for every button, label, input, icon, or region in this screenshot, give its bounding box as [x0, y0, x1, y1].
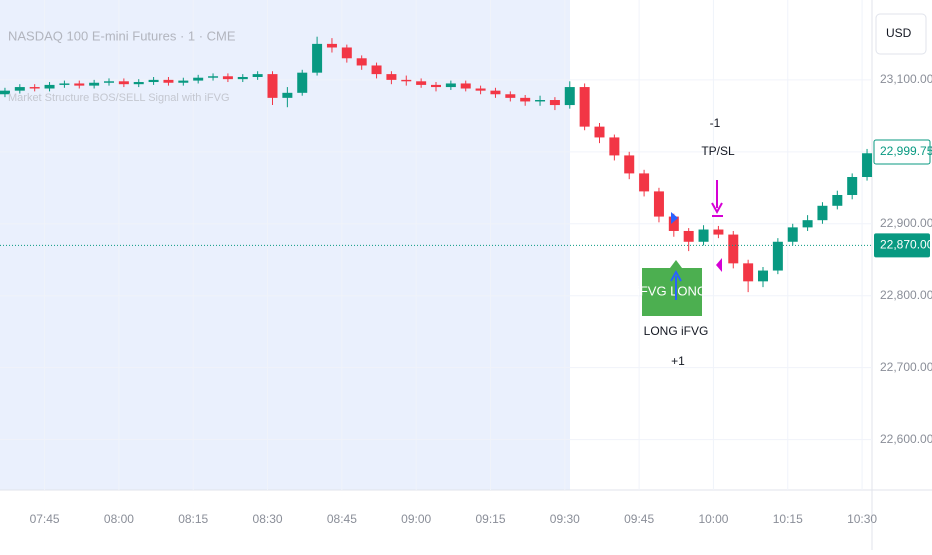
annotation: LONG iFVG: [644, 324, 709, 338]
candle-body: [118, 81, 129, 85]
annotation: -1: [710, 116, 721, 130]
candle-body: [14, 87, 25, 91]
candle-body: [371, 65, 382, 75]
candle-body: [817, 205, 828, 221]
x-tick-label: 07:45: [30, 512, 60, 526]
x-tick-label: 08:15: [178, 512, 208, 526]
candle-body: [163, 79, 174, 83]
candle-body: [312, 43, 323, 73]
candle-body: [326, 43, 337, 48]
candle-body: [475, 88, 486, 91]
candle-body: [356, 58, 367, 66]
candle-body: [772, 241, 783, 271]
candle-body: [758, 270, 768, 282]
candle-body: [208, 76, 219, 78]
candle-body: [743, 263, 754, 282]
candle-body: [89, 82, 100, 86]
candle-body: [832, 194, 843, 206]
candle-body: [787, 227, 798, 242]
candle-body: [668, 216, 679, 231]
candle-body: [698, 229, 709, 242]
price-label: 22,870.00: [880, 238, 932, 252]
candle-body: [520, 97, 531, 102]
y-tick-label: 22,800.00: [880, 288, 932, 302]
currency[interactable]: USD: [886, 26, 912, 40]
x-tick-label: 08:30: [253, 512, 283, 526]
candle-body: [847, 177, 858, 195]
candle-body: [282, 92, 293, 98]
candle-body: [341, 47, 352, 59]
candle-body: [564, 87, 575, 106]
candle-body: [267, 74, 278, 98]
candle-body: [490, 90, 501, 95]
x-tick-label: 09:30: [550, 512, 580, 526]
candle-body: [416, 81, 427, 85]
indicator-name: Market Structure BOS/SELL Signal with iF…: [8, 92, 230, 104]
marker: [671, 212, 678, 224]
candle-body: [104, 81, 114, 83]
y-tick-label: 23,100.00: [880, 72, 932, 86]
candle-body: [579, 87, 590, 127]
x-tick-label: 10:15: [773, 512, 803, 526]
candle-body: [683, 230, 694, 242]
candle-body: [624, 155, 635, 174]
signal-box: [642, 260, 702, 316]
candle-body: [252, 74, 263, 77]
candle-body: [222, 76, 233, 80]
candle-body: [148, 79, 159, 83]
sell-arrow: [711, 180, 723, 217]
candle-body: [653, 191, 664, 217]
candle-body: [713, 229, 724, 235]
candle-body: [535, 100, 546, 102]
last-price-label: 22,999.75: [880, 144, 932, 158]
x-tick-label: 10:30: [847, 512, 877, 526]
candle-body: [386, 74, 397, 80]
candle-body: [505, 94, 516, 98]
candle-body: [133, 82, 144, 85]
candle-body: [445, 83, 456, 88]
candle-body: [0, 90, 10, 95]
last-price-box: [873, 139, 931, 165]
candle-body: [401, 79, 412, 82]
annotation: TP/SL: [701, 144, 735, 158]
candle-body: [74, 83, 85, 86]
candle-body: [609, 137, 620, 156]
x-tick-label: 08:45: [327, 512, 357, 526]
y-tick-label: 22,600.00: [880, 432, 932, 446]
candle-body: [728, 234, 739, 264]
marker: [716, 258, 722, 272]
x-tick-label: 08:00: [104, 512, 134, 526]
candle-body: [549, 100, 560, 106]
currency-box[interactable]: [875, 13, 927, 55]
candle-body: [29, 87, 40, 89]
candle-body: [639, 173, 650, 192]
candle-body: [44, 84, 55, 89]
annotation: iFVG LONG: [637, 283, 707, 298]
candle-body: [237, 76, 248, 80]
candle-body: [594, 126, 605, 138]
x-tick-label: 09:00: [401, 512, 431, 526]
x-tick-label: 09:15: [475, 512, 505, 526]
y-tick-label: 22,700.00: [880, 360, 932, 374]
candle-body: [178, 80, 189, 83]
y-tick-label: 22,900.00: [880, 216, 932, 230]
annotation: +1: [671, 354, 685, 368]
candle-body: [862, 153, 873, 178]
candle-body: [431, 84, 441, 88]
price-label-box: [874, 233, 930, 258]
candle-body: [460, 83, 471, 89]
x-tick-label: 10:00: [698, 512, 728, 526]
candle-body: [59, 83, 70, 85]
x-tick-label: 09:45: [624, 512, 654, 526]
candle-body: [193, 77, 204, 81]
candle-body: [297, 72, 308, 93]
buy-arrow: [670, 269, 682, 300]
chart-title: NASDAQ 100 E-mini Futures · 1 · CME: [8, 28, 236, 43]
candle-body: [802, 220, 813, 228]
